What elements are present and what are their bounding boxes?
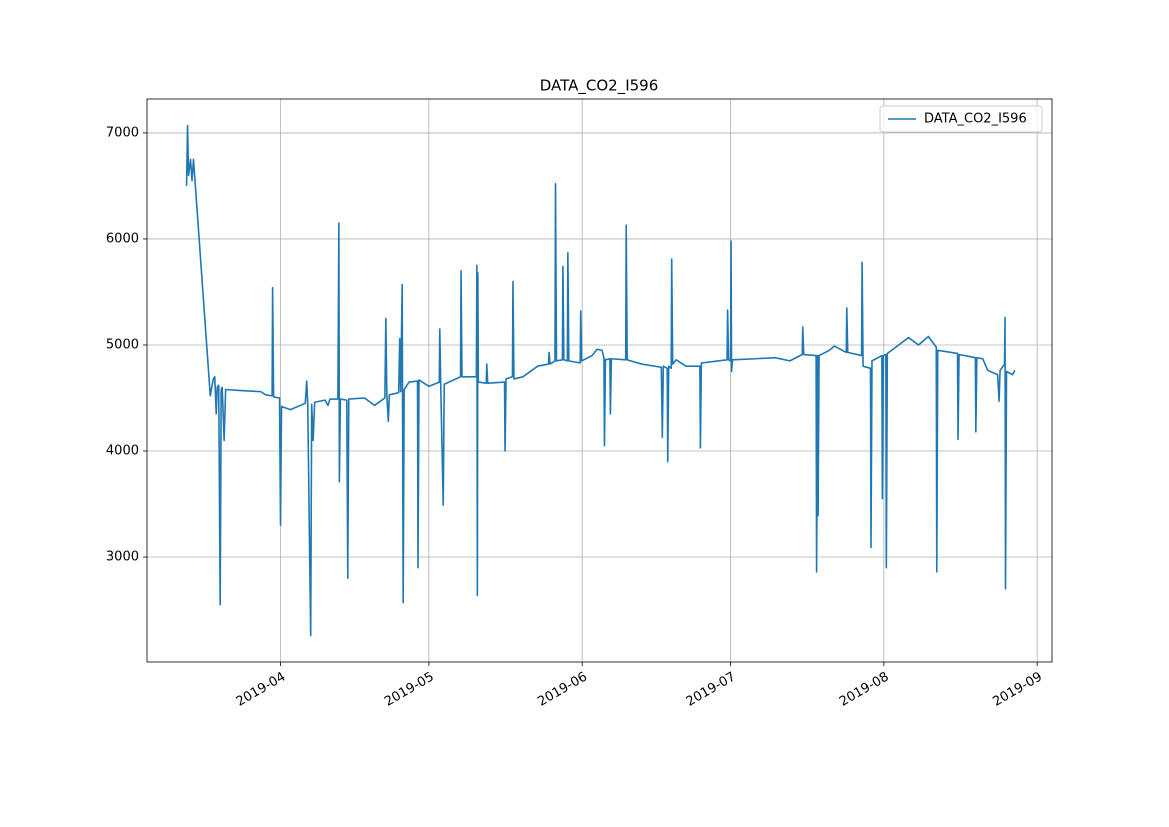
y-tick-label: 5000 bbox=[106, 337, 139, 352]
x-tick-label: 2019-05 bbox=[382, 670, 437, 710]
data-line bbox=[185, 124, 1016, 637]
x-tick-label: 2019-07 bbox=[684, 670, 739, 710]
y-tick-label: 3000 bbox=[106, 550, 139, 565]
chart-title: DATA_CO2_I596 bbox=[540, 77, 659, 96]
y-tick-label: 4000 bbox=[106, 444, 139, 459]
x-tick-label: 2019-09 bbox=[990, 670, 1045, 710]
legend: DATA_CO2_I596 bbox=[879, 105, 1043, 133]
x-tick-label: 2019-08 bbox=[837, 670, 892, 710]
y-tick-label: 7000 bbox=[106, 125, 139, 140]
x-tick-label: 2019-06 bbox=[535, 670, 590, 710]
legend-frame bbox=[879, 105, 1043, 133]
x-tick-label: 2019-04 bbox=[234, 670, 289, 710]
y-tick-label: 6000 bbox=[106, 231, 139, 246]
legend-label: DATA_CO2_I596 bbox=[924, 112, 1027, 127]
plot-frame bbox=[146, 98, 1053, 663]
